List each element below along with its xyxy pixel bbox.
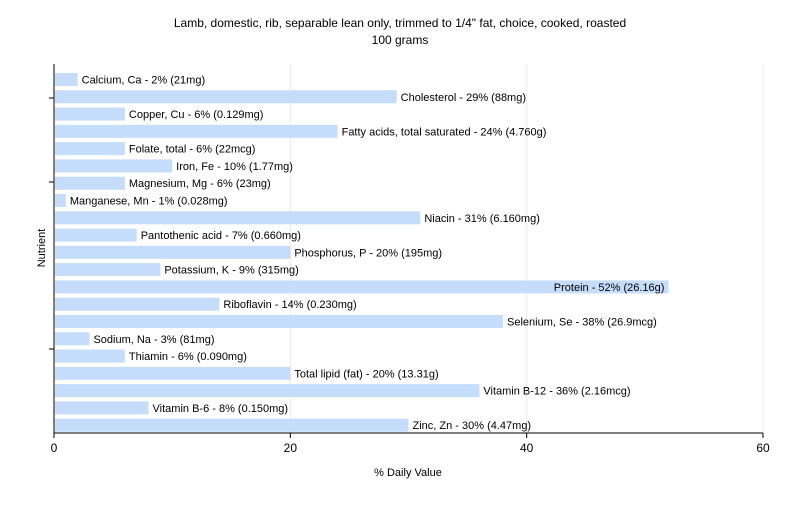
data-label: Vitamin B-12 - 36% (2.16mcg): [483, 386, 630, 398]
bar-fatty-acids-total-saturated: [55, 124, 338, 138]
data-label: Total lipid (fat) - 20% (13.31g): [294, 368, 438, 380]
data-label: Riboflavin - 14% (0.230mg): [223, 299, 356, 311]
bar-copper-cu: [55, 107, 125, 121]
y-axis-label: Nutrient: [36, 229, 48, 268]
data-label: Selenium, Se - 38% (26.9mcg): [507, 317, 657, 329]
data-label: Magnesium, Mg - 6% (23mg): [129, 178, 271, 190]
bar-vitamin-b-6: [55, 401, 149, 415]
data-label: Protein - 52% (26.16g): [554, 282, 665, 294]
data-label: Zinc, Zn - 30% (4.47mg): [413, 420, 532, 432]
data-label: Niacin - 31% (6.160mg): [424, 213, 540, 225]
bar-magnesium-mg: [55, 176, 125, 190]
data-label: Thiamin - 6% (0.090mg): [129, 351, 247, 363]
bar-thiamin: [55, 349, 125, 363]
data-label: Vitamin B-6 - 8% (0.150mg): [153, 403, 289, 415]
bar-vitamin-b-12: [55, 384, 480, 398]
bar-zinc-zn: [55, 418, 409, 432]
bar-cholesterol: [55, 90, 397, 104]
bar-sodium-na: [55, 332, 90, 346]
bar-riboflavin: [55, 297, 220, 311]
bar-pantothenic-acid: [55, 228, 137, 242]
data-label: Fatty acids, total saturated - 24% (4.76…: [342, 126, 547, 138]
plot-area: 0 20 40 60 Calcium, Ca - 2% (21mg) Cholestero…: [49, 64, 770, 455]
chart-subtitle: 100 grams: [372, 33, 429, 47]
data-label: Manganese, Mn - 1% (0.028mg): [70, 196, 228, 208]
data-label: Potassium, K - 9% (315mg): [164, 265, 299, 277]
x-axis-label: % Daily Value: [374, 467, 442, 479]
bar-phosphorus-p: [55, 245, 291, 259]
x-tick-label: 20: [284, 441, 298, 455]
data-label: Phosphorus, P - 20% (195mg): [294, 247, 442, 259]
data-label: Copper, Cu - 6% (0.129mg): [129, 109, 264, 121]
bar-iron-fe: [55, 159, 173, 173]
x-tick-label: 0: [51, 441, 58, 455]
bar-total-lipid-fat: [55, 366, 291, 380]
data-label: Iron, Fe - 10% (1.77mg): [176, 161, 293, 173]
bar-potassium-k: [55, 263, 161, 277]
data-label: Sodium, Na - 3% (81mg): [93, 334, 214, 346]
bar-folate-total: [55, 142, 125, 156]
data-label: Cholesterol - 29% (88mg): [401, 92, 526, 104]
x-tick-label: 40: [520, 441, 534, 455]
bar-manganese-mn: [55, 194, 66, 207]
bar-protein: [55, 280, 669, 294]
bar-calcium-ca: [55, 73, 78, 86]
data-label: Calcium, Ca - 2% (21mg): [82, 75, 205, 87]
data-label: Pantothenic acid - 7% (0.660mg): [141, 230, 301, 242]
chart-title: Lamb, domestic, rib, separable lean only…: [174, 16, 626, 30]
bar-selenium-se: [55, 315, 504, 328]
data-label: Folate, total - 6% (22mcg): [129, 144, 256, 156]
x-tick-label: 60: [756, 441, 770, 455]
bar-niacin: [55, 211, 421, 225]
